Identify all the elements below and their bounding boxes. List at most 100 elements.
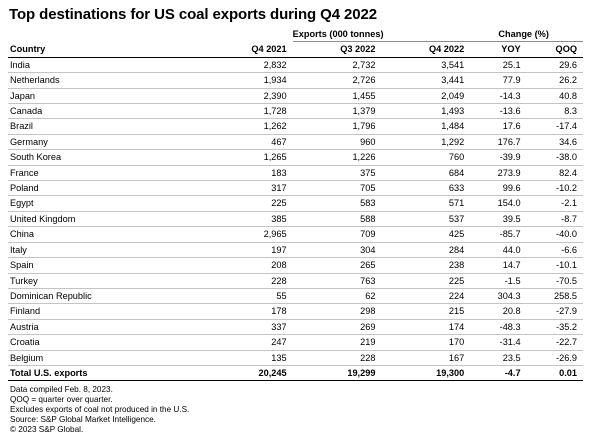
qoq-change-cell: -17.4 [526, 118, 583, 135]
q3-2022-cell: 62 [292, 288, 382, 305]
country-cell: Brazil [8, 118, 170, 135]
q4-2021-cell: 1,265 [169, 149, 293, 166]
qoq-change-cell: -40.0 [526, 226, 583, 243]
yoy-change-cell: -13.6 [470, 103, 527, 120]
column-header-country: Country [8, 41, 170, 58]
yoy-change-cell: 176.7 [470, 134, 527, 151]
column-header-row: Country Q4 2021 Q3 2022 Q4 2022 YOY QOQ [8, 41, 583, 58]
country-cell: Poland [8, 180, 170, 197]
yoy-change-cell: 20.8 [470, 303, 527, 320]
q3-2022-cell: 265 [292, 257, 382, 274]
q4-2021-cell: 317 [169, 180, 293, 197]
qoq-change-cell: 34.6 [526, 134, 583, 151]
yoy-change-cell: 154.0 [470, 195, 527, 212]
column-header-q4-2022: Q4 2022 [381, 41, 471, 58]
q4-2021-cell: 135 [169, 350, 293, 366]
column-header-qoq: QOQ [526, 41, 583, 58]
qoq-change-cell: -35.2 [526, 319, 583, 336]
yoy-change-cell: 44.0 [470, 242, 527, 259]
q4-2021-cell: 2,965 [169, 226, 293, 243]
table-row: South Korea 1,265 1,226 760 -39.9 -38.0 [8, 149, 583, 166]
table-title: Top destinations for US coal exports dur… [9, 6, 378, 23]
table-row: Japan 2,390 1,455 2,049 -14.3 40.8 [8, 88, 583, 105]
country-cell: South Korea [8, 149, 170, 166]
qoq-change-cell: 8.3 [526, 103, 583, 120]
qoq-change-cell: -27.9 [526, 303, 583, 320]
q4-2022-cell: 537 [381, 211, 471, 228]
q4-2022-cell: 1,493 [381, 103, 471, 120]
q4-2021-cell: 2,390 [169, 88, 293, 105]
yoy-change-cell: 39.5 [470, 211, 527, 228]
qoq-change-cell: 26.2 [526, 72, 583, 89]
q3-2022-cell: 709 [292, 226, 382, 243]
table-row: Germany 467 960 1,292 176.7 34.6 [8, 134, 583, 151]
qoq-change-cell: -6.6 [526, 242, 583, 259]
country-cell: China [8, 226, 170, 243]
country-cell: Italy [8, 242, 170, 259]
table-row: France 183 375 684 273.9 82.4 [8, 165, 583, 182]
yoy-change-cell: -14.3 [470, 88, 527, 105]
country-cell: Japan [8, 88, 170, 105]
country-cell: Turkey [8, 273, 170, 289]
table-row: Netherlands 1,934 2,726 3,441 77.9 26.2 [8, 72, 583, 89]
q4-2021-cell: 178 [169, 303, 293, 320]
q4-2022-cell: 760 [381, 149, 471, 166]
qoq-change-cell: -22.7 [526, 334, 583, 351]
country-cell: Finland [8, 303, 170, 320]
table-row: Egypt 225 583 571 154.0 -2.1 [8, 195, 583, 212]
q4-2021-cell: 183 [169, 165, 293, 182]
table-row: Brazil 1,262 1,796 1,484 17.6 -17.4 [8, 118, 583, 135]
qoq-change-cell: -26.9 [526, 350, 583, 366]
column-header-q3-2022: Q3 2022 [292, 41, 382, 58]
q4-2022-cell: 2,049 [381, 88, 471, 105]
q4-2021-cell: 197 [169, 242, 293, 259]
country-cell: Germany [8, 134, 170, 151]
q4-2022-cell: 684 [381, 165, 471, 182]
table-row: Dominican Republic 55 62 224 304.3 258.5 [8, 288, 583, 305]
q3-2022-cell: 1,796 [292, 118, 382, 135]
q4-2022-cell: 170 [381, 334, 471, 351]
q4-2022-cell: 3,441 [381, 72, 471, 89]
q4-2022-cell: 425 [381, 226, 471, 243]
group-header-change: Change (%) [470, 27, 583, 43]
table-notes: Data compiled Feb. 8, 2023. QOQ = quarter… [10, 385, 583, 435]
q4-2021-cell: 247 [169, 334, 293, 351]
total-row: Total U.S. exports 20,245 19,299 19,300 -4.7… [8, 364, 583, 382]
q3-2022-cell: 219 [292, 334, 382, 351]
q4-2022-cell: 3,541 [381, 57, 471, 74]
table-row: Turkey 228 763 225 -1.5 -70.5 [8, 273, 583, 289]
group-header-exports-underline [381, 27, 471, 43]
yoy-change-cell: 25.1 [470, 57, 527, 74]
column-header-yoy: YOY [470, 41, 527, 58]
country-cell: France [8, 165, 170, 182]
yoy-change-cell: -39.9 [470, 149, 527, 166]
q4-2021-cell: 337 [169, 319, 293, 336]
q3-2022-cell: 1,455 [292, 88, 382, 105]
table-row: Belgium 135 228 167 23.5 -26.9 [8, 350, 583, 366]
q4-2021-cell: 467 [169, 134, 293, 151]
q3-2022-cell: 375 [292, 165, 382, 182]
q3-2022-cell: 304 [292, 242, 382, 259]
yoy-change-cell: 99.6 [470, 180, 527, 197]
country-cell: Canada [8, 103, 170, 120]
yoy-change-cell: 23.5 [470, 350, 527, 366]
total-q4-2022-cell: 19,300 [381, 364, 471, 382]
country-cell: Croatia [8, 334, 170, 351]
table-row: India 2,832 2,732 3,541 25.1 29.6 [8, 57, 583, 74]
q4-2021-cell: 385 [169, 211, 293, 228]
q4-2021-cell: 225 [169, 195, 293, 212]
group-header-spacer [8, 27, 170, 42]
q4-2022-cell: 215 [381, 303, 471, 320]
q4-2022-cell: 633 [381, 180, 471, 197]
table-row: Poland 317 705 633 99.6 -10.2 [8, 180, 583, 197]
yoy-change-cell: -85.7 [470, 226, 527, 243]
country-cell: Austria [8, 319, 170, 336]
table-row: Canada 1,728 1,379 1,493 -13.6 8.3 [8, 103, 583, 120]
q3-2022-cell: 269 [292, 319, 382, 336]
total-q4-2021-cell: 20,245 [169, 364, 293, 382]
coal-exports-table: Exports (000 tonnes) Change (%) Country Q… [8, 27, 583, 382]
country-cell: Belgium [8, 350, 170, 366]
qoq-change-cell: 40.8 [526, 88, 583, 105]
qoq-change-cell: -10.2 [526, 180, 583, 197]
yoy-change-cell: 17.6 [470, 118, 527, 135]
